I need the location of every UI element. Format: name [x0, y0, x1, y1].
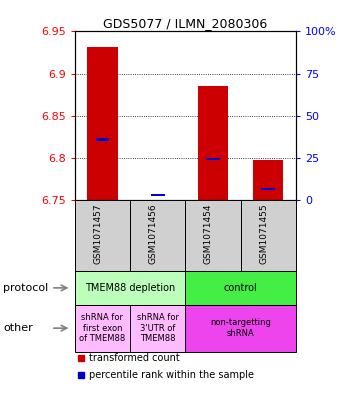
Bar	[253, 160, 283, 200]
Text: non-targetting
shRNA: non-targetting shRNA	[210, 318, 271, 338]
Bar	[151, 194, 165, 196]
Bar	[198, 86, 228, 200]
Title: GDS5077 / ILMN_2080306: GDS5077 / ILMN_2080306	[103, 17, 268, 30]
Bar	[261, 187, 275, 190]
Text: GSM1071454: GSM1071454	[204, 204, 213, 264]
Text: control: control	[224, 283, 257, 293]
Bar	[87, 47, 118, 200]
Text: shRNA for
first exon
of TMEM88: shRNA for first exon of TMEM88	[79, 313, 125, 343]
Text: shRNA for
3'UTR of
TMEM88: shRNA for 3'UTR of TMEM88	[137, 313, 179, 343]
Text: percentile rank within the sample: percentile rank within the sample	[89, 370, 254, 380]
Text: GSM1071455: GSM1071455	[259, 204, 268, 264]
Text: TMEM88 depletion: TMEM88 depletion	[85, 283, 175, 293]
Text: transformed count: transformed count	[89, 353, 180, 363]
Text: GSM1071456: GSM1071456	[149, 204, 158, 264]
Text: GSM1071457: GSM1071457	[94, 204, 102, 264]
Text: protocol: protocol	[3, 283, 49, 293]
Bar	[206, 158, 220, 160]
Text: other: other	[3, 323, 33, 333]
Bar	[96, 138, 109, 141]
